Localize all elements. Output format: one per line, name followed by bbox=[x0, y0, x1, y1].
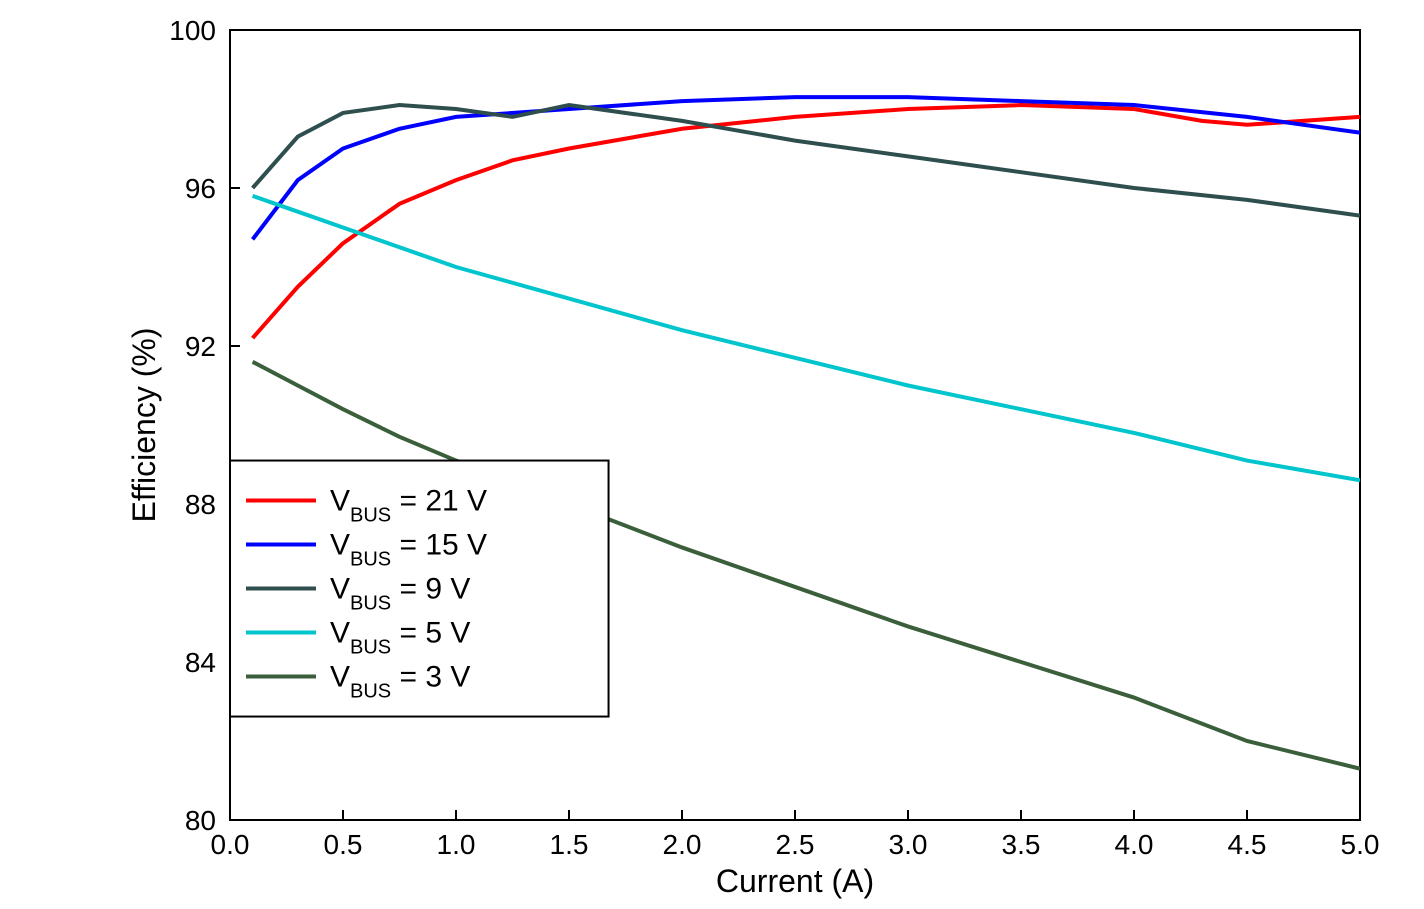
x-tick-label: 1.0 bbox=[437, 829, 476, 860]
series-line bbox=[253, 105, 1360, 338]
y-axis-title: Efficiency (%) bbox=[126, 327, 162, 522]
x-tick-label: 0.0 bbox=[211, 829, 250, 860]
x-tick-label: 1.5 bbox=[550, 829, 589, 860]
series-line bbox=[253, 196, 1360, 480]
efficiency-chart: 0.0 0.5 1.0 1.5 2.0 2.5 3.0 3.5 4.0 4.5 5.0 80 84 88 9… bbox=[0, 0, 1424, 909]
x-tick-label: 3.5 bbox=[1002, 829, 1041, 860]
y-tick-label: 96 bbox=[185, 173, 216, 204]
x-tick-label: 4.5 bbox=[1228, 829, 1267, 860]
x-tick-label: 3.0 bbox=[889, 829, 928, 860]
x-axis-title: Current (A) bbox=[716, 863, 874, 899]
chart-svg: 0.0 0.5 1.0 1.5 2.0 2.5 3.0 3.5 4.0 4.5 5.0 80 84 88 9… bbox=[0, 0, 1424, 909]
y-tick-label: 88 bbox=[185, 489, 216, 520]
x-tick-label: 4.0 bbox=[1115, 829, 1154, 860]
x-tick-label: 2.5 bbox=[776, 829, 815, 860]
y-tick-label: 84 bbox=[185, 647, 216, 678]
x-tick-label: 0.5 bbox=[324, 829, 363, 860]
y-tick-label: 100 bbox=[169, 15, 216, 46]
y-tick-label: 92 bbox=[185, 331, 216, 362]
x-tick-label: 2.0 bbox=[663, 829, 702, 860]
x-tick-label: 5.0 bbox=[1341, 829, 1380, 860]
series-line bbox=[253, 105, 1360, 216]
y-tick-label: 80 bbox=[185, 805, 216, 836]
